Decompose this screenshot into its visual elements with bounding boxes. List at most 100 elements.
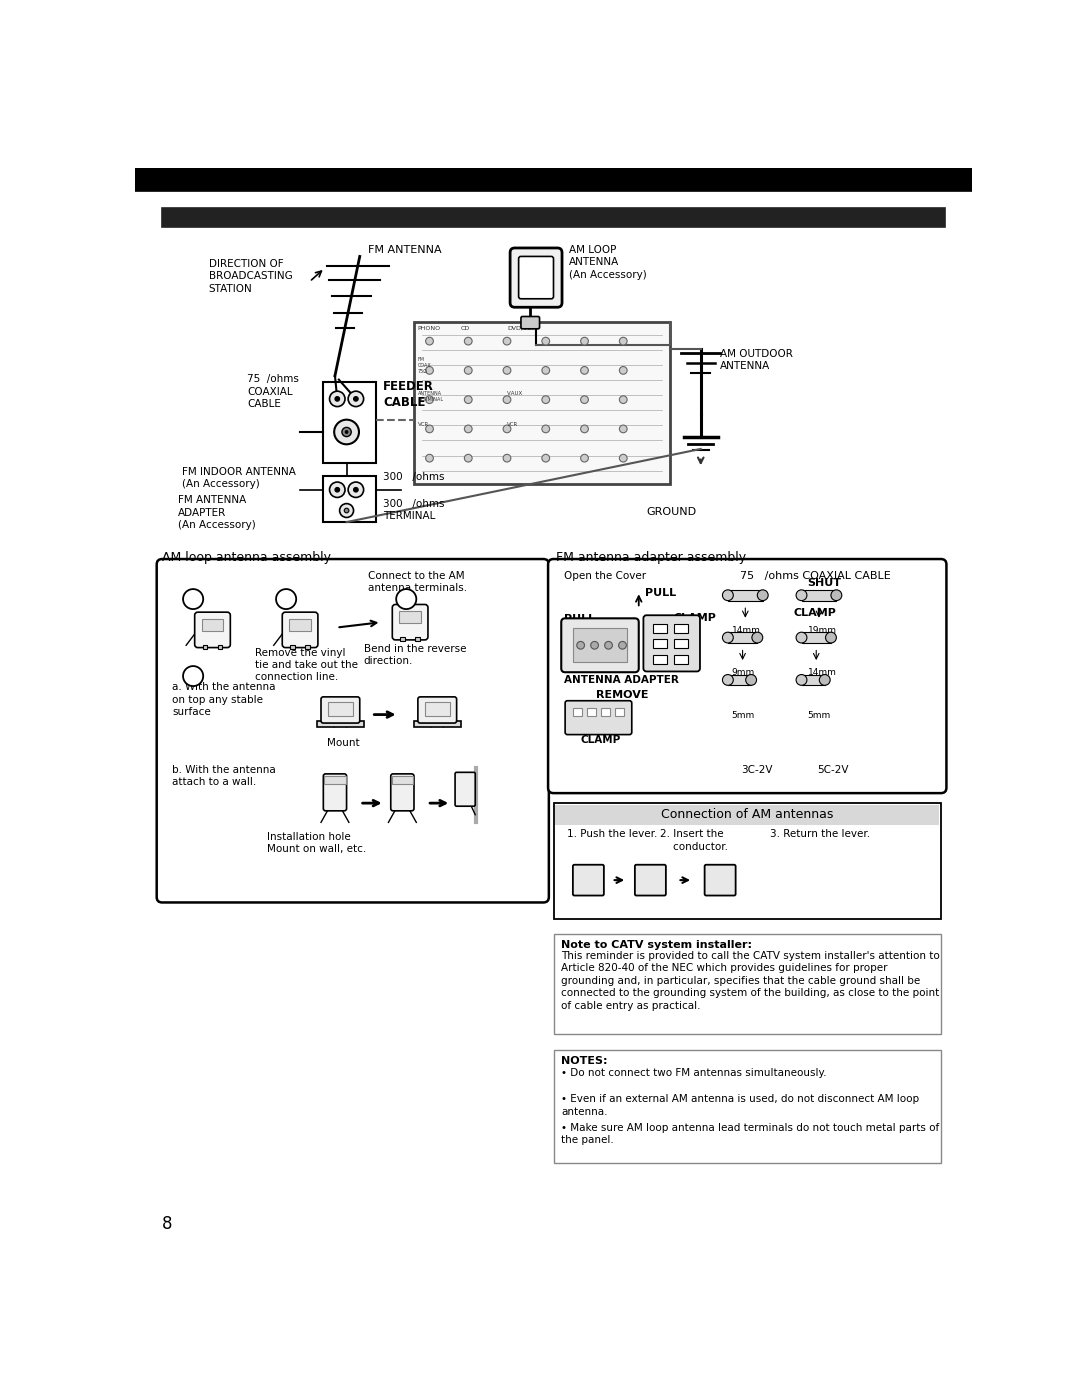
- Circle shape: [503, 425, 511, 432]
- Bar: [652, 639, 666, 648]
- Bar: [291, 645, 295, 649]
- Circle shape: [619, 337, 627, 346]
- Text: a. With the antenna
on top any stable
surface: a. With the antenna on top any stable su…: [172, 683, 275, 718]
- Text: 75   /ohms COAXIAL CABLE: 75 /ohms COAXIAL CABLE: [740, 571, 890, 581]
- Text: Mount: Mount: [327, 737, 360, 747]
- Bar: [728, 674, 751, 686]
- Circle shape: [796, 590, 807, 600]
- Circle shape: [464, 425, 472, 432]
- Text: SHUT: SHUT: [808, 578, 841, 589]
- Text: FM ANTENNA
ADAPTER
(An Accessory): FM ANTENNA ADAPTER (An Accessory): [177, 495, 255, 530]
- Circle shape: [335, 487, 339, 492]
- Circle shape: [464, 367, 472, 375]
- FancyBboxPatch shape: [321, 697, 360, 723]
- FancyBboxPatch shape: [635, 865, 666, 895]
- Circle shape: [619, 455, 627, 462]
- Circle shape: [581, 337, 589, 346]
- Text: Bend in the reverse
direction.: Bend in the reverse direction.: [364, 644, 467, 666]
- Text: 5mm: 5mm: [732, 711, 755, 719]
- Bar: [162, 208, 945, 227]
- Circle shape: [464, 396, 472, 403]
- Circle shape: [605, 641, 612, 649]
- Bar: [652, 655, 666, 663]
- FancyBboxPatch shape: [323, 774, 347, 811]
- Text: AM LOOP
ANTENNA
(An Accessory): AM LOOP ANTENNA (An Accessory): [569, 245, 647, 280]
- Text: 75  /ohms
COAXIAL
CABLE: 75 /ohms COAXIAL CABLE: [247, 375, 299, 409]
- Text: Connect to the AM
antenna terminals.: Connect to the AM antenna terminals.: [367, 571, 467, 593]
- Text: b. With the antenna
attach to a wall.: b. With the antenna attach to a wall.: [172, 765, 276, 788]
- Text: 14mm: 14mm: [732, 625, 760, 635]
- FancyBboxPatch shape: [521, 316, 540, 329]
- FancyBboxPatch shape: [157, 560, 549, 902]
- Circle shape: [342, 427, 351, 436]
- Circle shape: [503, 337, 511, 346]
- Bar: [424, 702, 449, 716]
- Text: Remove the vinyl
tie and take out the
connection line.: Remove the vinyl tie and take out the co…: [255, 648, 359, 683]
- Bar: [801, 632, 831, 644]
- Text: FM
COAX
75Ω: FM COAX 75Ω: [418, 357, 432, 374]
- Bar: [323, 382, 376, 463]
- Text: • Do not connect two FM antennas simultaneously.: • Do not connect two FM antennas simulta…: [562, 1067, 827, 1079]
- Text: PHONO: PHONO: [418, 326, 441, 330]
- Circle shape: [581, 396, 589, 403]
- Text: 8: 8: [162, 1216, 173, 1233]
- Circle shape: [723, 674, 733, 686]
- Bar: [203, 645, 207, 649]
- Circle shape: [723, 632, 733, 644]
- Circle shape: [581, 425, 589, 432]
- Circle shape: [348, 392, 364, 407]
- Bar: [323, 476, 376, 522]
- Circle shape: [542, 367, 550, 375]
- Circle shape: [345, 431, 348, 434]
- Bar: [572, 628, 627, 662]
- Bar: [554, 935, 941, 1034]
- Bar: [202, 620, 224, 631]
- Bar: [554, 1049, 941, 1164]
- Circle shape: [426, 337, 433, 346]
- Text: VCR: VCR: [507, 422, 518, 427]
- Text: 4: 4: [190, 672, 197, 681]
- Circle shape: [348, 483, 364, 498]
- Text: CLAMP: CLAMP: [794, 609, 837, 618]
- Bar: [289, 620, 311, 631]
- Bar: [415, 637, 420, 641]
- FancyBboxPatch shape: [572, 865, 604, 895]
- Text: Open the Cover: Open the Cover: [564, 571, 646, 581]
- Text: Connection of AM antennas: Connection of AM antennas: [661, 809, 834, 821]
- Text: DIRECTION OF
BROADCASTING
STATION: DIRECTION OF BROADCASTING STATION: [208, 259, 293, 294]
- Circle shape: [619, 641, 626, 649]
- Circle shape: [503, 455, 511, 462]
- Circle shape: [723, 590, 733, 600]
- FancyBboxPatch shape: [418, 697, 457, 723]
- Circle shape: [542, 425, 550, 432]
- Text: AM OUTDOOR
ANTENNA: AM OUTDOOR ANTENNA: [720, 348, 793, 371]
- Bar: [555, 804, 940, 824]
- Text: REMOVE: REMOVE: [596, 690, 649, 700]
- Text: 5mm: 5mm: [808, 711, 831, 719]
- FancyBboxPatch shape: [565, 701, 632, 734]
- FancyBboxPatch shape: [562, 618, 638, 673]
- Circle shape: [581, 367, 589, 375]
- Bar: [674, 624, 688, 632]
- Circle shape: [619, 396, 627, 403]
- Circle shape: [577, 641, 584, 649]
- Text: Installation hole
Mount on wall, etc.: Installation hole Mount on wall, etc.: [267, 831, 366, 853]
- Bar: [801, 590, 836, 600]
- Circle shape: [591, 641, 598, 649]
- Text: 2: 2: [283, 595, 289, 604]
- Text: • Make sure AM loop antenna lead terminals do not touch metal parts of
the panel: • Make sure AM loop antenna lead termina…: [562, 1122, 940, 1144]
- Bar: [586, 708, 596, 716]
- Bar: [414, 322, 670, 484]
- Bar: [652, 624, 666, 632]
- Text: Connecting the antenna terminals: Connecting the antenna terminals: [172, 211, 387, 224]
- Text: 5C-2V: 5C-2V: [816, 765, 848, 775]
- Text: VCR: VCR: [418, 422, 429, 427]
- FancyBboxPatch shape: [282, 613, 318, 648]
- Text: FM antenna adapter assembly: FM antenna adapter assembly: [556, 551, 746, 564]
- Text: ENGLISH: ENGLISH: [147, 172, 215, 186]
- Bar: [306, 645, 310, 649]
- Circle shape: [757, 590, 768, 600]
- Circle shape: [820, 674, 831, 686]
- Circle shape: [503, 367, 511, 375]
- Circle shape: [276, 589, 296, 609]
